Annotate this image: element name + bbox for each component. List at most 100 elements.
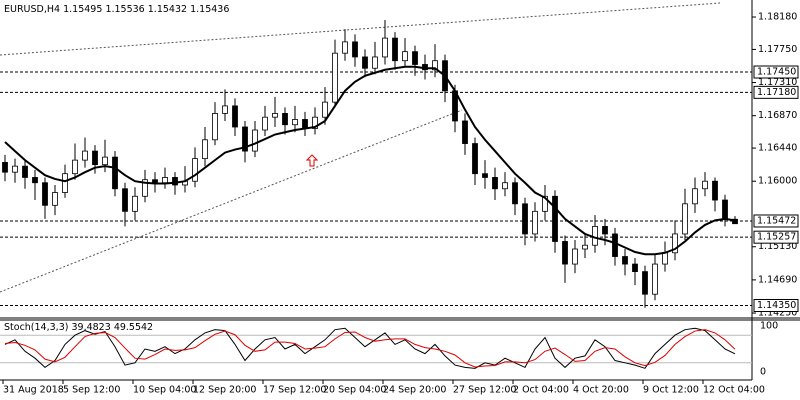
y-tick-label: 1.17750 [758, 44, 797, 55]
candle-body [652, 263, 658, 295]
level-label: 1.14350 [757, 300, 796, 311]
candle-body [732, 218, 738, 225]
low-value: 1.15432 [148, 4, 187, 15]
candle-body [312, 116, 318, 129]
candle-body [12, 165, 18, 173]
candle-body [362, 56, 368, 69]
stoch-tick-label: 0 [760, 367, 766, 378]
candle-body [42, 182, 48, 206]
level-label: 1.17180 [757, 87, 796, 98]
level-label-box [753, 65, 799, 79]
x-tick-label: 9 Oct 12:00 [643, 385, 699, 396]
candle-body [302, 119, 308, 129]
candle-body [542, 195, 548, 212]
x-tick-label: 24 Sep 20:00 [383, 385, 446, 396]
y-tick-label: 1.16870 [758, 110, 797, 121]
candle-body [582, 244, 588, 250]
trend-line [0, 109, 463, 293]
candle-body [62, 173, 68, 193]
y-tick-label: 1.14690 [758, 274, 797, 285]
candle-body [22, 165, 28, 178]
arrow-icon [305, 154, 319, 167]
candle-body [712, 180, 718, 201]
candle-body [102, 156, 108, 166]
candle-body [222, 105, 228, 114]
candle-body [592, 226, 598, 246]
candle-body [692, 188, 698, 205]
candle-body [112, 156, 118, 190]
candle-body [212, 113, 218, 141]
candle-body [192, 158, 198, 182]
candle-body [332, 52, 338, 103]
candle-body [702, 180, 708, 190]
high-value: 1.15536 [105, 4, 144, 15]
candle-body [612, 233, 618, 257]
candle-body [132, 195, 138, 212]
candle-body [52, 192, 58, 206]
candle-body [162, 177, 168, 184]
candle-body [682, 203, 688, 235]
candle-body [522, 203, 528, 235]
open-value: 1.15495 [63, 4, 102, 15]
close-value: 1.15436 [190, 4, 229, 15]
candle-body [532, 210, 538, 235]
y-tick-label: 1.17310 [758, 77, 797, 88]
candle-body [462, 120, 468, 144]
level-label-box [753, 214, 799, 228]
x-tick-label: 17 Sep 12:00 [263, 385, 326, 396]
candle-body [342, 41, 348, 54]
candle-body [232, 105, 238, 128]
candle-body [662, 252, 668, 265]
candle-body [252, 129, 258, 152]
level-label-box [753, 85, 799, 99]
candle-body [172, 177, 178, 186]
moving-average [4, 65, 736, 256]
stoch-d-line [4, 329, 736, 368]
stoch-tick-label: 100 [760, 321, 778, 332]
candle-body [2, 161, 8, 173]
candle-body [352, 41, 358, 58]
candle-body [622, 256, 628, 265]
candle-body [392, 37, 398, 62]
level-label: 1.17450 [757, 67, 796, 78]
candle-body [412, 51, 418, 65]
candle-body [152, 179, 158, 184]
y-tick-label: 1.16000 [758, 176, 797, 187]
candle-body [562, 241, 568, 265]
candle-body [642, 271, 648, 295]
candle-body [672, 233, 678, 254]
candle-body [32, 177, 38, 184]
stoch-d-value: 49.5542 [114, 322, 153, 333]
candle-body [492, 177, 498, 190]
candle-body [282, 113, 288, 126]
candle-body [512, 182, 518, 205]
candle-body [322, 101, 328, 118]
level-label: 1.15472 [757, 215, 796, 226]
y-tick-label: 1.16440 [758, 143, 797, 154]
candle-body [122, 188, 128, 212]
candle-body [272, 113, 278, 118]
candle-body [632, 263, 638, 273]
stoch-header: Stoch(14,3,3) 39.4823 49.5542 [4, 322, 153, 333]
candle-body [572, 248, 578, 265]
level-label: 1.15257 [757, 232, 796, 243]
candle-body [242, 126, 248, 152]
candle-body [292, 119, 298, 126]
candle-body [262, 116, 268, 131]
x-tick-label: 4 Oct 20:00 [573, 385, 629, 396]
candle-body [602, 226, 608, 235]
level-label-box [753, 298, 799, 312]
candle-body [92, 150, 98, 166]
x-tick-label: 31 Aug 2018 [3, 385, 64, 396]
candle-body [202, 139, 208, 160]
candle-body [372, 56, 378, 69]
stoch-title: Stoch(14,3,3) [4, 322, 68, 333]
x-tick-label: 5 Sep 12:00 [63, 385, 120, 396]
stoch-k-value: 39.4823 [71, 322, 110, 333]
candle-body [402, 51, 408, 62]
y-tick-label: 1.15130 [758, 241, 797, 252]
x-tick-label: 12 Sep 20:00 [193, 385, 256, 396]
candle-body [722, 199, 728, 220]
stoch-k-line [4, 327, 736, 369]
